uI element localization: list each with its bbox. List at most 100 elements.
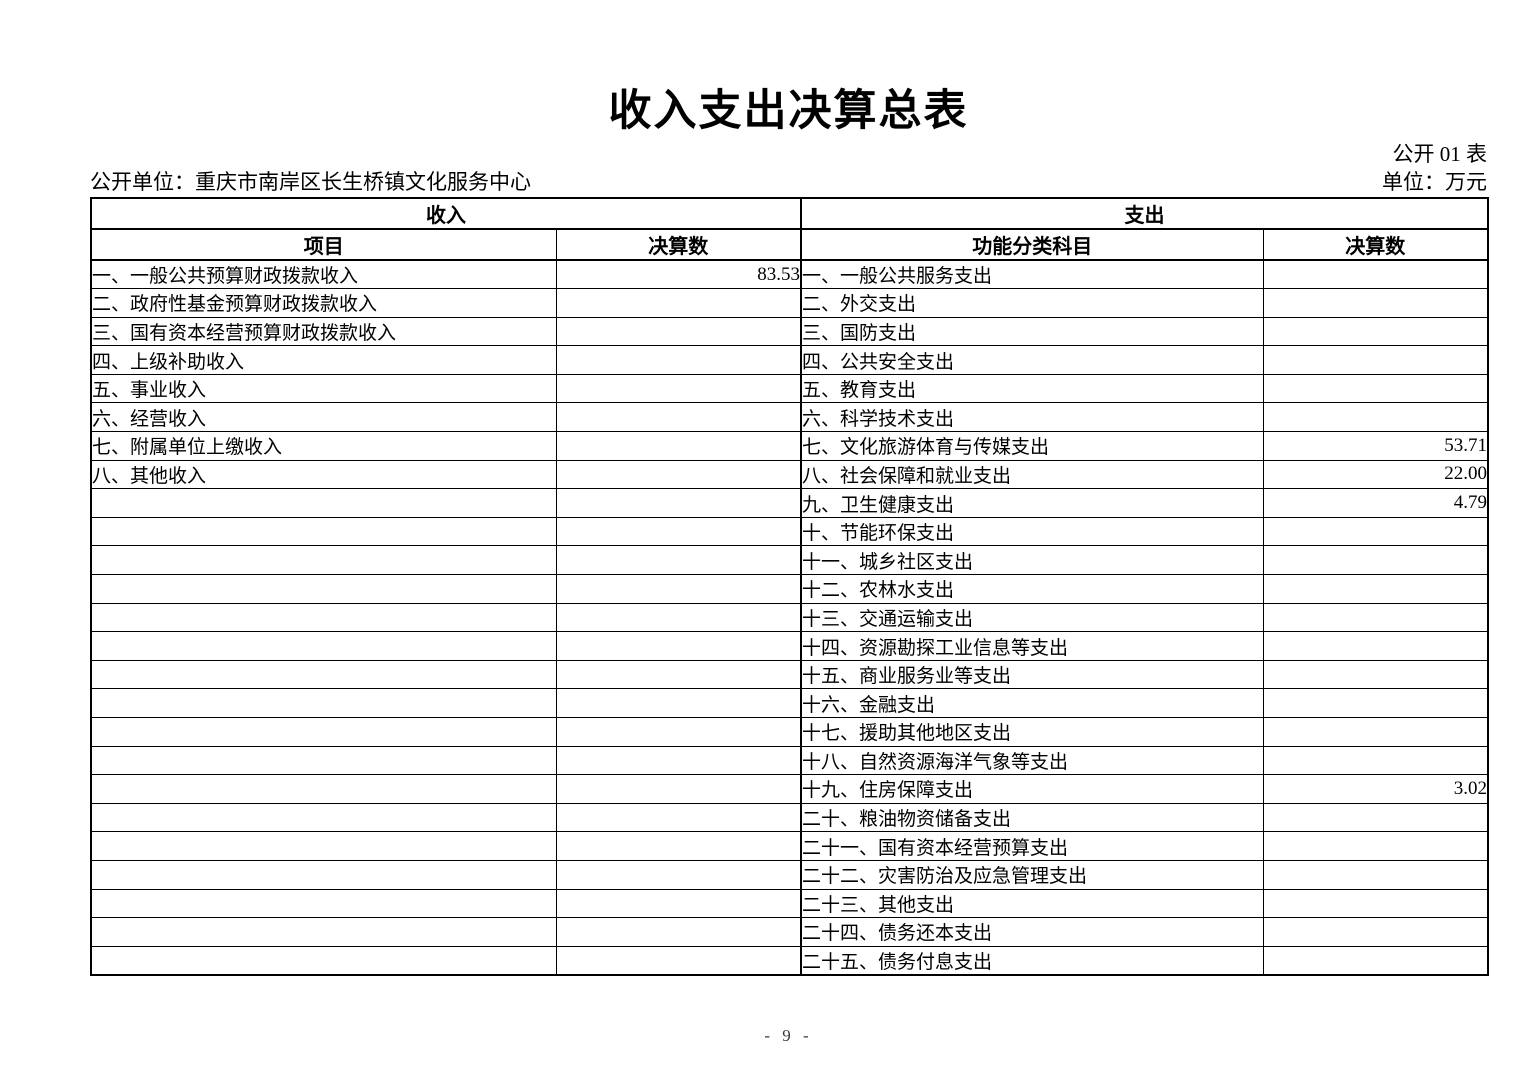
expense-item-cell: 八、社会保障和就业支出 (800, 459, 1264, 490)
income-item-cell: 六、经营收入 (90, 402, 557, 433)
table-reference-label: 公开 01 表 (1392, 142, 1488, 166)
income-amount-cell (555, 631, 802, 661)
income-amount-column-header: 决算数 (555, 228, 802, 261)
income-item-cell (90, 516, 557, 547)
table-row: 七、附属单位上缴收入 七、文化旅游体育与传媒支出 53.71 (90, 431, 1489, 461)
expense-amount-cell (1262, 717, 1489, 747)
income-item-column-header: 项目 (90, 228, 557, 261)
income-amount-cell (555, 288, 802, 318)
expense-item-cell: 十七、援助其他地区支出 (800, 717, 1264, 747)
table-row: 八、其他收入 八、社会保障和就业支出 22.00 (90, 459, 1489, 490)
income-item-cell (90, 917, 557, 947)
section-header-row: 收入 支出 (90, 197, 1489, 230)
expense-amount-cell (1262, 259, 1489, 290)
expense-amount-cell (1262, 631, 1489, 661)
income-amount-cell (555, 516, 802, 547)
table-row: 一、一般公共预算财政拨款收入 83.53 一、一般公共服务支出 (90, 259, 1489, 290)
income-item-cell: 四、上级补助收入 (90, 345, 557, 375)
income-amount-cell (555, 431, 802, 461)
table-row: 二十二、灾害防治及应急管理支出 (90, 859, 1489, 890)
expense-item-cell: 四、公共安全支出 (800, 345, 1264, 375)
expense-amount-cell (1262, 316, 1489, 347)
table-row: 九、卫生健康支出 4.79 (90, 488, 1489, 518)
income-amount-cell (555, 774, 802, 804)
expense-item-cell: 二十四、债务还本支出 (800, 917, 1264, 947)
income-amount-cell (555, 745, 802, 776)
expense-amount-cell (1262, 288, 1489, 318)
expense-item-cell: 三、国防支出 (800, 316, 1264, 347)
table-row: 二、政府性基金预算财政拨款收入 二、外交支出 (90, 288, 1489, 318)
expense-item-cell: 二十一、国有资本经营预算支出 (800, 831, 1264, 861)
publishing-unit-label: 公开单位：重庆市南岸区长生桥镇文化服务中心 (90, 170, 531, 194)
expense-item-cell: 二十五、债务付息支出 (800, 945, 1264, 976)
expense-amount-cell: 53.71 (1262, 431, 1489, 461)
expense-amount-cell: 4.79 (1262, 488, 1489, 518)
income-item-cell: 五、事业收入 (90, 373, 557, 404)
expense-amount-cell (1262, 373, 1489, 404)
income-amount-cell (555, 717, 802, 747)
expense-amount-cell: 3.02 (1262, 774, 1489, 804)
income-item-cell (90, 659, 557, 690)
income-amount-cell (555, 488, 802, 518)
page-number: - 9 - (764, 1026, 813, 1045)
expense-item-cell: 十一、城乡社区支出 (800, 545, 1264, 576)
income-item-cell (90, 488, 557, 518)
income-item-cell (90, 888, 557, 919)
income-item-cell (90, 545, 557, 576)
expense-amount-cell (1262, 345, 1489, 375)
expense-amount-cell (1262, 945, 1489, 976)
income-amount-cell (555, 659, 802, 690)
expense-amount-cell: 22.00 (1262, 459, 1489, 490)
expense-amount-cell (1262, 745, 1489, 776)
table-row: 二十四、债务还本支出 (90, 917, 1489, 947)
income-amount-cell (555, 688, 802, 718)
table-row: 二十一、国有资本经营预算支出 (90, 831, 1489, 861)
expense-amount-cell (1262, 659, 1489, 690)
income-item-cell (90, 945, 557, 976)
expense-item-cell: 二、外交支出 (800, 288, 1264, 318)
table-header: 收入 支出 项目 决算数 功能分类科目 决算数 (90, 197, 1489, 261)
income-amount-cell (555, 831, 802, 861)
expense-amount-cell (1262, 831, 1489, 861)
expense-item-cell: 六、科学技术支出 (800, 402, 1264, 433)
income-item-cell (90, 688, 557, 718)
expense-item-cell: 十八、自然资源海洋气象等支出 (800, 745, 1264, 776)
expense-amount-column-header: 决算数 (1262, 228, 1489, 261)
expense-item-cell: 十四、资源勘探工业信息等支出 (800, 631, 1264, 661)
expense-amount-cell (1262, 859, 1489, 890)
table-row: 二十五、债务付息支出 (90, 945, 1489, 976)
table-row: 十三、交通运输支出 (90, 602, 1489, 633)
table-row: 二十三、其他支出 (90, 888, 1489, 919)
income-item-cell (90, 717, 557, 747)
expense-amount-cell (1262, 917, 1489, 947)
table-row: 十、节能环保支出 (90, 516, 1489, 547)
income-amount-cell (555, 345, 802, 375)
expense-amount-cell (1262, 688, 1489, 718)
expense-item-cell: 二十二、灾害防治及应急管理支出 (800, 859, 1264, 890)
meta-row: 公开单位：重庆市南岸区长生桥镇文化服务中心 单位：万元 (90, 166, 1487, 196)
income-amount-cell (555, 402, 802, 433)
expense-item-cell: 二十三、其他支出 (800, 888, 1264, 919)
table-row: 十二、农林水支出 (90, 574, 1489, 604)
expense-item-cell: 二十、粮油物资储备支出 (800, 802, 1264, 833)
expense-amount-cell (1262, 888, 1489, 919)
page-title: 收入支出决算总表 (608, 88, 969, 135)
table-row: 十一、城乡社区支出 (90, 545, 1489, 576)
expense-item-cell: 十五、商业服务业等支出 (800, 659, 1264, 690)
income-amount-cell (555, 459, 802, 490)
table-row: 十五、商业服务业等支出 (90, 659, 1489, 690)
expense-item-cell: 十九、住房保障支出 (800, 774, 1264, 804)
income-item-cell (90, 745, 557, 776)
income-item-cell (90, 602, 557, 633)
expense-item-cell: 一、一般公共服务支出 (800, 259, 1264, 290)
table-row: 五、事业收入 五、教育支出 (90, 373, 1489, 404)
income-item-cell: 八、其他收入 (90, 459, 557, 490)
expense-amount-cell (1262, 802, 1489, 833)
expense-item-cell: 十六、金融支出 (800, 688, 1264, 718)
table-row: 六、经营收入 六、科学技术支出 (90, 402, 1489, 433)
table-row: 十七、援助其他地区支出 (90, 717, 1489, 747)
table-row: 十六、金融支出 (90, 688, 1489, 718)
table-row: 三、国有资本经营预算财政拨款收入 三、国防支出 (90, 316, 1489, 347)
income-item-cell: 二、政府性基金预算财政拨款收入 (90, 288, 557, 318)
summary-table: 收入 支出 项目 决算数 功能分类科目 决算数 一、一般公共预算财政拨款收入 83… (90, 197, 1489, 976)
